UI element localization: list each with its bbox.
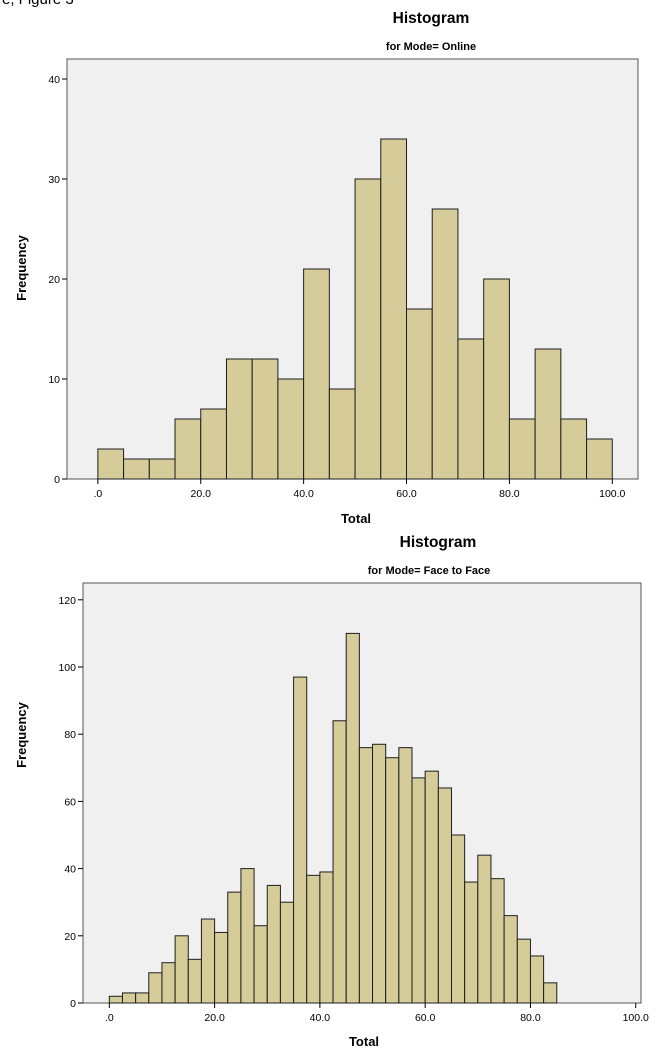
bar-group	[108, 632, 558, 1004]
x-tick-label: 60.0	[396, 488, 417, 500]
y-tick-label: 20	[64, 931, 76, 943]
histogram-bar	[97, 448, 125, 480]
histogram-bar	[437, 787, 452, 1004]
y-tick-label: 20	[48, 274, 60, 286]
x-axis-ticks: .0 20.0 40.0 60.0 80.0 100.0	[93, 479, 626, 500]
y-tick-label: 0	[54, 474, 60, 486]
histogram-bar	[586, 438, 613, 480]
x-tick-label: 100.0	[599, 488, 625, 500]
histogram-bar	[303, 268, 330, 480]
bar-group	[97, 138, 613, 480]
chart-subtitle: for Mode= Online	[386, 41, 476, 53]
histogram-bar	[529, 955, 545, 1004]
histogram-bar	[534, 348, 562, 480]
histogram-bar	[328, 388, 356, 480]
x-tick-label: 20.0	[191, 488, 212, 500]
histogram-bar	[457, 338, 485, 480]
histogram-bar	[411, 777, 426, 1004]
histogram-bar	[148, 458, 176, 480]
x-tick-label: 60.0	[415, 1012, 436, 1024]
y-tick-label: 30	[48, 174, 60, 186]
chart-title: Histogram	[400, 534, 477, 551]
histogram-bar	[251, 358, 279, 480]
histogram-bar	[358, 747, 374, 1004]
chart-subtitle: for Mode= Face to Face	[368, 565, 491, 577]
histogram-bar	[372, 743, 387, 1004]
histogram-bar	[431, 208, 459, 480]
histogram-bar	[200, 918, 216, 1004]
histogram-bar	[477, 854, 492, 1004]
x-tick-label: 100.0	[623, 1012, 649, 1024]
histogram-bar	[380, 138, 408, 480]
histogram-bar	[319, 871, 334, 1004]
histogram-bar	[332, 720, 347, 1004]
cropped-header-text: e, Figure 3	[0, 0, 80, 22]
histogram-bar	[490, 878, 505, 1004]
histogram-bar	[174, 418, 202, 480]
histogram-bar	[200, 408, 227, 480]
y-tick-label: 10	[48, 374, 60, 386]
histogram-bar	[253, 925, 268, 1004]
x-tick-label: .0	[105, 1012, 114, 1024]
histogram-bar	[123, 458, 150, 480]
histogram-bar	[516, 938, 531, 1004]
histogram-bar	[345, 632, 360, 1004]
x-tick-label: 80.0	[520, 1012, 541, 1024]
x-tick-label: 40.0	[310, 1012, 331, 1024]
y-axis-title: Frequency	[14, 234, 29, 301]
x-tick-label: 80.0	[499, 488, 520, 500]
histogram-bar	[406, 308, 433, 480]
y-axis-ticks: 0 20 40 60 80 100 120	[58, 595, 83, 1010]
y-axis-title: Frequency	[14, 701, 29, 768]
header-fragment: e, Figure 3	[2, 0, 74, 8]
histogram-bar	[174, 935, 189, 1004]
histogram-bar	[240, 868, 255, 1004]
histogram-bar	[279, 901, 295, 1004]
y-axis-ticks: 0 10 20 30 40	[48, 74, 67, 486]
y-tick-label: 40	[64, 864, 76, 876]
histogram-bar	[135, 992, 150, 1004]
histogram-bar	[483, 278, 510, 480]
histogram-bar	[266, 884, 281, 1004]
y-tick-label: 80	[64, 729, 76, 741]
histogram-bar	[214, 931, 229, 1004]
x-tick-label: 20.0	[204, 1012, 225, 1024]
histogram-bar	[450, 834, 466, 1004]
histogram-bar	[543, 982, 558, 1004]
histogram-bar	[277, 378, 305, 480]
histogram-bar	[306, 874, 321, 1004]
histogram-bar	[464, 881, 479, 1004]
y-tick-label: 100	[58, 662, 76, 674]
x-axis-ticks: .0 20.0 40.0 60.0 80.0 100.0	[105, 1003, 649, 1024]
histogram-bar	[121, 992, 137, 1004]
histogram-bar	[424, 770, 439, 1004]
histogram-bar	[227, 891, 242, 1004]
y-tick-label: 120	[58, 595, 76, 607]
histogram-bar	[508, 418, 536, 480]
histogram-bar	[293, 676, 308, 1004]
histogram-bar	[108, 995, 123, 1004]
histogram-bar	[354, 178, 382, 480]
histogram-face-to-face: Histogram for Mode= Face to Face 0 20 40 60…	[14, 534, 649, 1049]
chart-title: Histogram	[393, 10, 470, 27]
histogram-bar	[187, 958, 202, 1004]
x-tick-label: .0	[93, 488, 102, 500]
histogram-bar	[161, 962, 176, 1004]
x-axis-title: Total	[349, 1034, 379, 1049]
histogram-bar	[560, 418, 588, 480]
x-tick-label: 40.0	[293, 488, 314, 500]
histogram-bar	[503, 915, 518, 1004]
histogram-online: Histogram for Mode= Online 0 10 20 30 40 .0 2…	[14, 10, 639, 526]
y-tick-label: 60	[64, 796, 76, 808]
histogram-bar	[385, 757, 400, 1004]
histogram-bar	[398, 747, 413, 1004]
histogram-bar	[148, 972, 163, 1004]
x-axis-title: Total	[341, 511, 371, 526]
histogram-bar	[225, 358, 253, 480]
y-tick-label: 0	[70, 998, 76, 1010]
y-tick-label: 40	[48, 74, 60, 86]
